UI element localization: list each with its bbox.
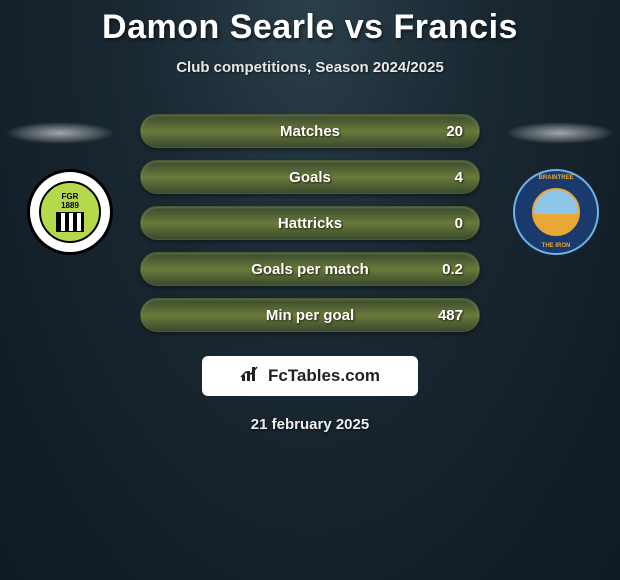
stat-label: Hattricks: [141, 215, 479, 232]
stat-row-hattricks: Hattricks 0: [140, 206, 480, 240]
crest-right-motto: THE IRON: [515, 243, 597, 249]
stat-value: 0: [455, 215, 463, 232]
comparison-area: FGR 1889 BRAINTREE THE IRON Matches 20 G…: [0, 114, 620, 334]
crest-left-stripes: [56, 212, 84, 232]
crest-right-name: BRAINTREE: [515, 175, 597, 181]
stat-label: Goals per match: [141, 261, 479, 278]
shadow-right: [505, 122, 615, 144]
shadow-left: [5, 122, 115, 144]
chart-icon: [240, 365, 262, 388]
stat-row-matches: Matches 20: [140, 114, 480, 148]
crest-braintree: BRAINTREE THE IRON: [513, 169, 599, 255]
stat-row-min-per-goal: Min per goal 487: [140, 298, 480, 332]
crest-forest-green: FGR 1889: [27, 169, 113, 255]
stats-list: Matches 20 Goals 4 Hattricks 0 Goals per…: [140, 114, 480, 344]
crest-left-year: 1889: [61, 201, 79, 210]
page-subtitle: Club competitions, Season 2024/2025: [0, 59, 620, 76]
crest-left-abbr: FGR: [62, 192, 79, 201]
team-badge-right: BRAINTREE THE IRON: [513, 169, 599, 255]
stat-row-goals: Goals 4: [140, 160, 480, 194]
page-title: Damon Searle vs Francis: [0, 0, 620, 47]
date-text: 21 february 2025: [0, 416, 620, 433]
team-badge-left: FGR 1889: [27, 169, 113, 255]
stat-value: 0.2: [442, 261, 463, 278]
stat-value: 20: [446, 123, 463, 140]
stat-label: Matches: [141, 123, 479, 140]
stat-row-goals-per-match: Goals per match 0.2: [140, 252, 480, 286]
stat-label: Goals: [141, 169, 479, 186]
stat-value: 4: [455, 169, 463, 186]
stat-label: Min per goal: [141, 307, 479, 324]
crest-right-inner: [532, 188, 580, 236]
attribution-badge: FcTables.com: [202, 356, 418, 396]
attribution-text: FcTables.com: [268, 366, 380, 386]
stat-value: 487: [438, 307, 463, 324]
